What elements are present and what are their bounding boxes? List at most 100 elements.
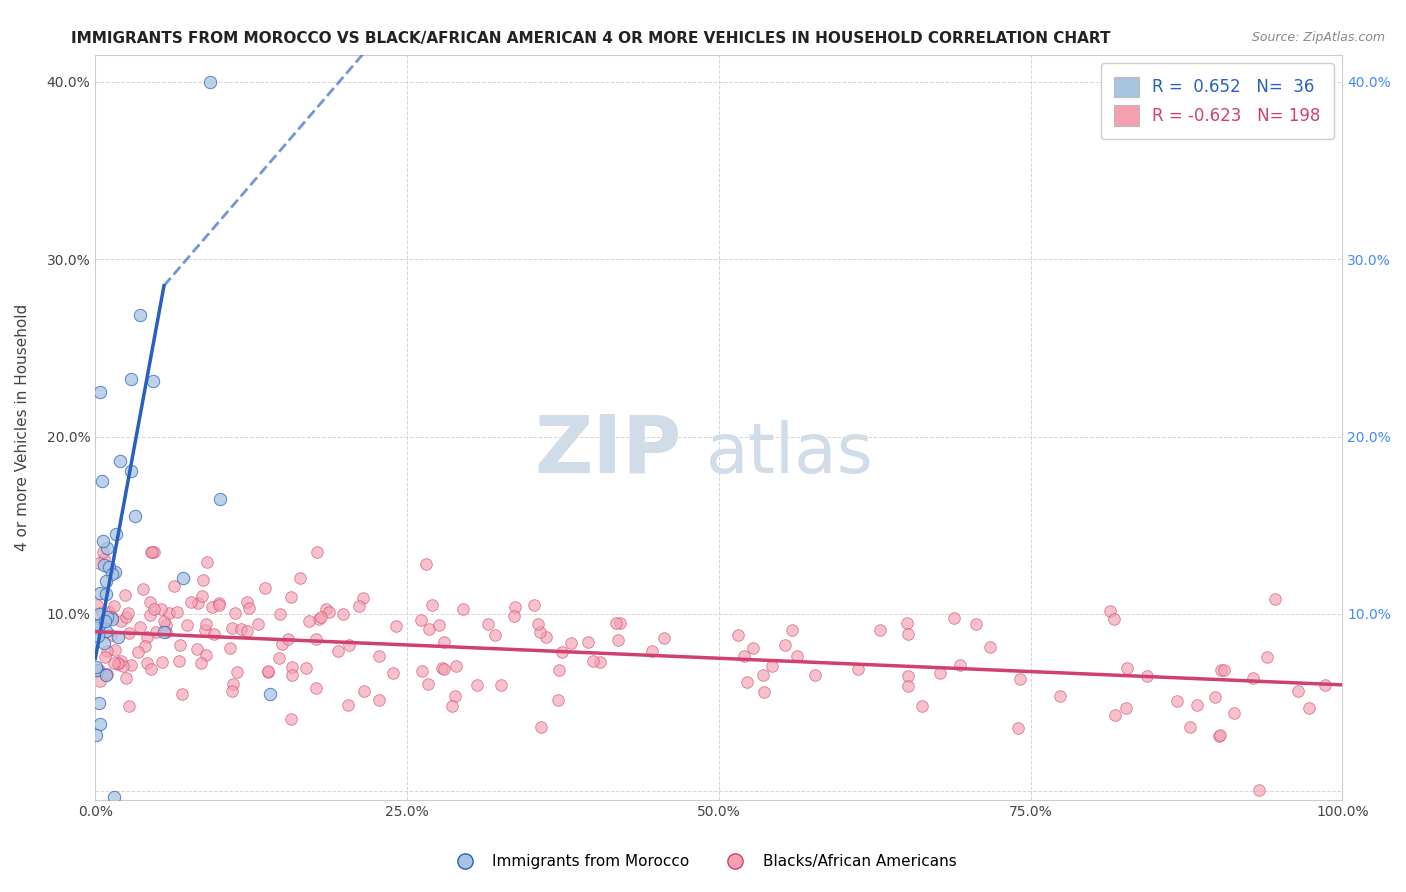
Point [190, 589, 212, 603]
Point [534, 631, 557, 645]
Point [1166, 694, 1188, 708]
Point [418, 622, 440, 636]
Point [120, 658, 142, 673]
Point [100, 628, 122, 642]
Point [1007, 721, 1029, 735]
Point [733, 649, 755, 664]
Point [928, 666, 950, 681]
Point [381, 665, 404, 680]
Point [94, 650, 117, 665]
Point [209, 491, 232, 506]
Point [89, 674, 111, 689]
Point [98, 605, 121, 619]
Point [298, 614, 321, 628]
Point [267, 651, 290, 665]
Point [218, 640, 240, 655]
Point [87, 663, 110, 677]
Point [465, 677, 488, 691]
Point [489, 678, 512, 692]
Point [367, 692, 389, 706]
Point [589, 655, 612, 669]
Point [529, 624, 551, 639]
Point [277, 632, 299, 647]
Point [326, 644, 349, 658]
Point [86, 598, 108, 612]
Text: atlas: atlas [706, 420, 875, 487]
Point [1136, 669, 1159, 683]
Point [1185, 698, 1208, 712]
Point [87, 696, 110, 710]
Point [238, 601, 260, 615]
Point [101, 567, 124, 582]
Point [751, 668, 773, 682]
Point [169, 638, 191, 652]
Point [523, 598, 546, 612]
Point [1256, 650, 1278, 665]
Point [96, 541, 118, 555]
Point [101, 612, 124, 626]
Point [187, 596, 209, 610]
Point [1209, 663, 1232, 677]
Point [195, 555, 218, 569]
Point [582, 654, 605, 668]
Point [422, 598, 444, 612]
Point [1204, 690, 1226, 704]
Point [172, 688, 194, 702]
Point [503, 609, 526, 624]
Point [135, 657, 157, 671]
Point [896, 616, 918, 631]
Point [1298, 700, 1320, 714]
Point [288, 572, 311, 586]
Point [176, 617, 198, 632]
Point [444, 659, 467, 673]
Point [548, 663, 571, 677]
Point [609, 616, 631, 631]
Point [443, 689, 465, 703]
Point [1247, 782, 1270, 797]
Point [101, 609, 124, 624]
Point [526, 616, 548, 631]
Point [91, 545, 114, 559]
Point [1049, 689, 1071, 703]
Point [897, 669, 920, 683]
Point [89, 586, 111, 600]
Point [107, 630, 129, 644]
Point [157, 606, 180, 620]
Point [94, 614, 117, 628]
Point [90, 474, 112, 488]
Point [281, 659, 304, 673]
Point [89, 618, 111, 632]
Point [186, 642, 208, 657]
Point [949, 657, 972, 672]
Point [94, 624, 117, 639]
Point [103, 657, 125, 671]
Point [96, 667, 118, 681]
Point [1213, 663, 1236, 677]
Point [411, 665, 433, 679]
Point [477, 616, 499, 631]
Point [84, 728, 107, 742]
Point [547, 692, 569, 706]
Point [349, 599, 371, 613]
Point [108, 454, 131, 468]
Point [139, 545, 162, 559]
Point [727, 628, 749, 642]
Point [846, 662, 869, 676]
Point [141, 661, 163, 675]
Point [965, 617, 987, 632]
Point [607, 632, 630, 647]
Point [93, 636, 115, 650]
Point [107, 657, 129, 672]
Point [86, 663, 108, 677]
Point [221, 621, 243, 635]
Point [224, 606, 246, 620]
Point [226, 665, 249, 680]
Point [105, 527, 128, 541]
Point [93, 552, 115, 566]
Point [89, 385, 111, 400]
Point [129, 620, 152, 634]
Point [94, 666, 117, 681]
Point [529, 720, 551, 734]
Point [91, 605, 114, 619]
Point [305, 681, 328, 695]
